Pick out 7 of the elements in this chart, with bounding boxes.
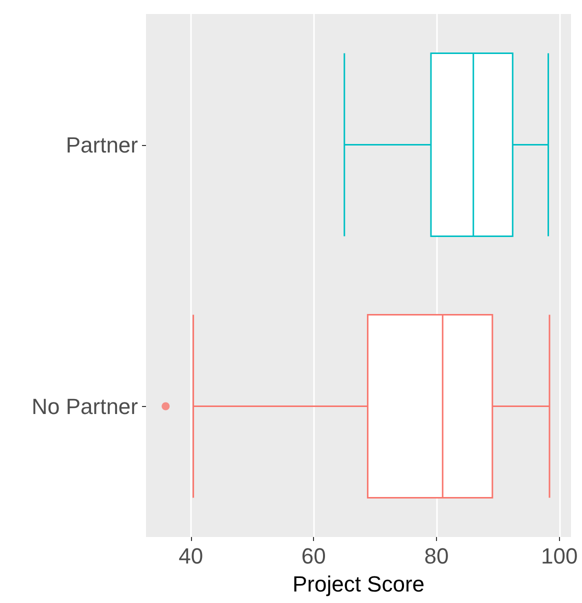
x-tick-label: 40 bbox=[178, 544, 204, 568]
y-tick-label: No Partner bbox=[32, 394, 138, 419]
x-tick-label: 100 bbox=[540, 544, 578, 568]
x-tick-label: 60 bbox=[301, 544, 326, 568]
x-axis-title: Project Score bbox=[292, 572, 425, 596]
x-tick-label: 80 bbox=[424, 544, 449, 568]
y-tick-label: Partner bbox=[66, 132, 138, 158]
